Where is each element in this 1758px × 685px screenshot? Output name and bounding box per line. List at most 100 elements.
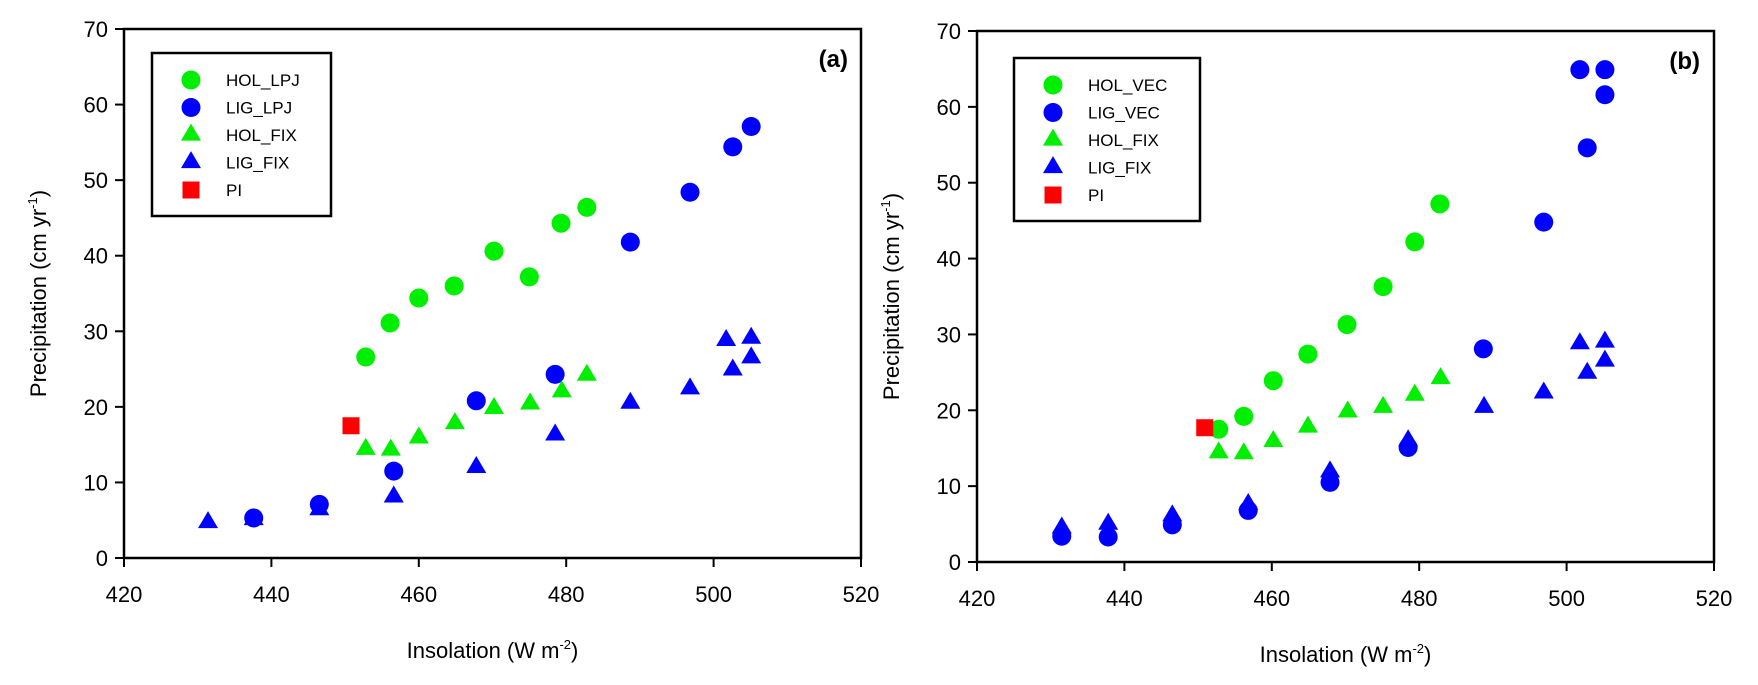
y-tick-label: 70	[84, 17, 108, 42]
data-point	[576, 363, 597, 381]
data-point	[1263, 371, 1283, 391]
legend-label: HOL_VEC	[1088, 76, 1167, 95]
data-point	[1595, 85, 1615, 105]
x-tick-label: 420	[106, 582, 143, 607]
data-point	[1098, 512, 1119, 530]
data-point	[1398, 429, 1419, 447]
series-lig-fix	[1051, 330, 1615, 534]
data-point	[1577, 138, 1597, 158]
legend: HOL_VEC LIG_VEC HOL_FIX LIG_FIX PI	[1012, 56, 1202, 223]
data-point	[1430, 367, 1451, 385]
data-point	[1234, 406, 1254, 426]
data-point	[1162, 504, 1183, 522]
data-point	[1196, 419, 1214, 437]
y-axis-title: Precipitation (cm yr-1)	[878, 193, 904, 400]
data-point	[444, 276, 464, 296]
y-tick-label: 20	[84, 395, 108, 420]
x-tick-label: 480	[548, 582, 585, 607]
series-lig-fix	[198, 326, 762, 529]
data-point	[1337, 315, 1357, 335]
data-point	[484, 241, 504, 261]
data-point	[1594, 349, 1615, 367]
legend-triangle-icon	[1043, 128, 1063, 146]
legend-item: HOL_VEC	[1043, 75, 1167, 95]
y-tick-label: 0	[96, 546, 108, 571]
series-hol-fix	[355, 363, 597, 456]
x-tick-label: 500	[1548, 586, 1585, 611]
data-point	[545, 423, 566, 441]
legend-label: HOL_LPJ	[226, 71, 300, 90]
data-point	[680, 182, 700, 202]
data-point	[409, 288, 429, 308]
x-axis-title: Insolation (W m-2)	[407, 637, 579, 663]
x-tick-label: 500	[695, 582, 732, 607]
legend-item: HOL_FIX	[181, 123, 297, 145]
legend: HOL_LPJ LIG_LPJ HOL_FIX LIG_FIX PI	[150, 51, 333, 218]
data-point	[716, 329, 737, 347]
legend-triangle-icon	[1043, 156, 1063, 174]
x-tick-label: 440	[1106, 586, 1143, 611]
series-hol-fix	[1208, 367, 1451, 460]
data-point	[741, 346, 762, 364]
data-point	[1594, 330, 1615, 348]
data-point	[1263, 430, 1284, 448]
x-tick-label: 460	[1253, 586, 1290, 611]
legend-triangle-icon	[181, 123, 201, 141]
data-point	[1577, 361, 1598, 379]
legend-circle-icon	[181, 98, 201, 117]
data-point	[577, 197, 597, 217]
x-tick-label: 420	[959, 586, 996, 611]
series-pi	[342, 417, 360, 435]
data-point	[383, 485, 404, 503]
legend-item: LIG_VEC	[1043, 103, 1160, 123]
chart-panel-b: 420 440 460 480 500 520 0 10 20 30 40 50 60 70 Insolat…	[878, 19, 1732, 667]
data-point	[620, 232, 640, 252]
legend-item: HOL_LPJ	[181, 70, 300, 90]
data-point	[1051, 516, 1072, 534]
data-point	[1404, 383, 1425, 401]
x-tick-label: 440	[253, 582, 290, 607]
data-point	[466, 391, 486, 411]
data-point	[466, 455, 487, 473]
y-tick-label: 50	[84, 168, 108, 193]
data-point	[723, 137, 743, 157]
plot-frame	[975, 29, 1716, 564]
data-point	[722, 358, 743, 376]
data-point	[380, 313, 400, 333]
data-point	[1320, 472, 1340, 492]
legend-square-icon	[182, 181, 200, 199]
legend-circle-icon	[1043, 103, 1063, 122]
chart-panel-a: 420 440 460 480 500 520 0 10 20 30 40 50 60 70 Insolat…	[25, 17, 879, 663]
y-tick-label: 10	[937, 474, 961, 499]
data-point	[551, 380, 572, 398]
data-point	[408, 426, 429, 444]
y-tick-label: 40	[937, 247, 961, 272]
legend-circle-icon	[1043, 75, 1063, 95]
data-point	[380, 438, 401, 456]
data-point	[520, 392, 541, 410]
data-point	[198, 511, 219, 529]
legend-item: LIG_FIX	[1043, 156, 1151, 178]
panel-label: (b)	[1669, 48, 1700, 75]
data-point	[1238, 493, 1259, 511]
y-tick-label: 10	[84, 470, 108, 495]
legend-label: HOL_FIX	[226, 126, 297, 145]
data-point	[1569, 332, 1590, 350]
data-point	[1298, 344, 1318, 364]
data-point	[1570, 60, 1590, 80]
data-point	[1373, 395, 1394, 413]
y-tick-label: 60	[84, 93, 108, 118]
data-point	[355, 437, 376, 455]
data-point	[1534, 212, 1554, 232]
data-point	[551, 213, 571, 233]
data-point	[1233, 442, 1254, 460]
x-tick-label: 520	[1696, 586, 1733, 611]
data-point	[1430, 194, 1450, 214]
data-point	[1405, 232, 1425, 252]
data-point	[309, 498, 330, 516]
y-tick-label: 40	[84, 244, 108, 269]
x-tick-label: 520	[843, 582, 880, 607]
data-point	[1098, 527, 1118, 547]
legend-label: LIG_VEC	[1088, 104, 1160, 123]
data-point	[1474, 395, 1495, 413]
